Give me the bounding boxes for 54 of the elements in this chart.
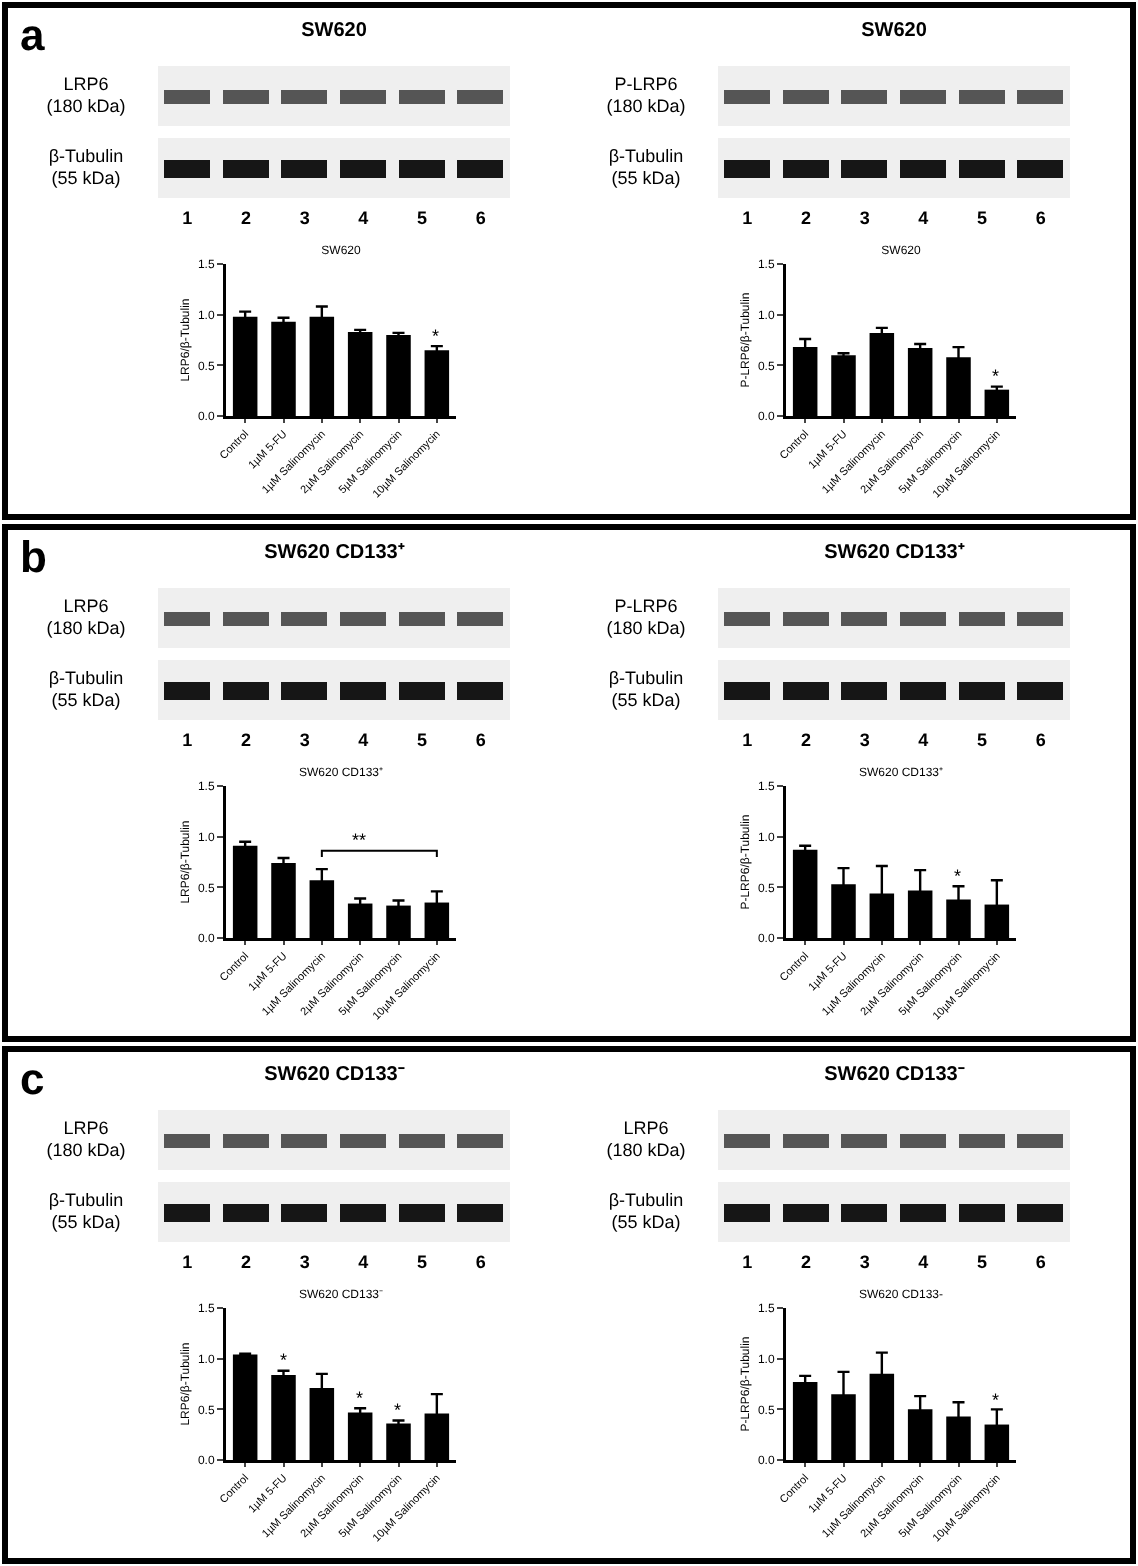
text: 4	[916, 1252, 931, 1272]
text: β-Tubulin (55 kDa)	[46, 1190, 126, 1234]
text: 2	[238, 730, 253, 750]
text: 6	[473, 1252, 488, 1272]
text: 5	[414, 1252, 429, 1272]
text: c	[20, 1054, 45, 1104]
text: 3	[857, 1252, 872, 1272]
text: P-LRP6 (180 kDa)	[604, 74, 688, 118]
text: 2	[798, 1252, 813, 1272]
text: 2	[798, 208, 813, 228]
text: 4	[356, 730, 371, 750]
text: SW620 CD133⁻	[262, 1064, 407, 1088]
annotation: **	[352, 830, 367, 850]
text: β-Tubulin (55 kDa)	[606, 1190, 686, 1234]
text: 1	[180, 730, 195, 750]
annotation: *	[954, 866, 962, 886]
annotation: *	[992, 366, 1000, 386]
text: LRP6 (180 kDa)	[604, 1118, 688, 1162]
text: 4	[356, 1252, 371, 1272]
text: 5	[414, 730, 429, 750]
annotation: *	[280, 1350, 288, 1370]
text: SW620 CD133⁺	[822, 542, 967, 566]
text: β-Tubulin (55 kDa)	[606, 668, 686, 712]
text: SW620 CD133⁺	[262, 542, 407, 566]
text: 2	[238, 1252, 253, 1272]
annotation: *	[356, 1388, 364, 1408]
text: P-LRP6 (180 kDa)	[604, 596, 688, 640]
text: 5	[974, 730, 989, 750]
text: SW620 CD133⁻	[822, 1064, 967, 1088]
text: b	[20, 532, 47, 582]
text: SW620	[859, 20, 929, 44]
text: 2	[798, 730, 813, 750]
text: 6	[1033, 208, 1048, 228]
text: 3	[857, 208, 872, 228]
text: 3	[297, 1252, 312, 1272]
text: 1	[740, 730, 755, 750]
text: 6	[1033, 1252, 1048, 1272]
text: 6	[1033, 730, 1048, 750]
text: β-Tubulin (55 kDa)	[606, 146, 686, 190]
text: 4	[916, 730, 931, 750]
text: 1	[740, 1252, 755, 1272]
text: 3	[857, 730, 872, 750]
text: 1	[180, 1252, 195, 1272]
annotation: *	[394, 1400, 402, 1420]
text: 5	[974, 208, 989, 228]
text: LRP6 (180 kDa)	[44, 596, 128, 640]
text: β-Tubulin (55 kDa)	[46, 668, 126, 712]
text: 3	[297, 730, 312, 750]
text: 1	[740, 208, 755, 228]
text: LRP6 (180 kDa)	[44, 1118, 128, 1162]
text: 6	[473, 730, 488, 750]
text: 5	[974, 1252, 989, 1272]
text: 4	[916, 208, 931, 228]
annotation: *	[992, 1390, 1000, 1410]
